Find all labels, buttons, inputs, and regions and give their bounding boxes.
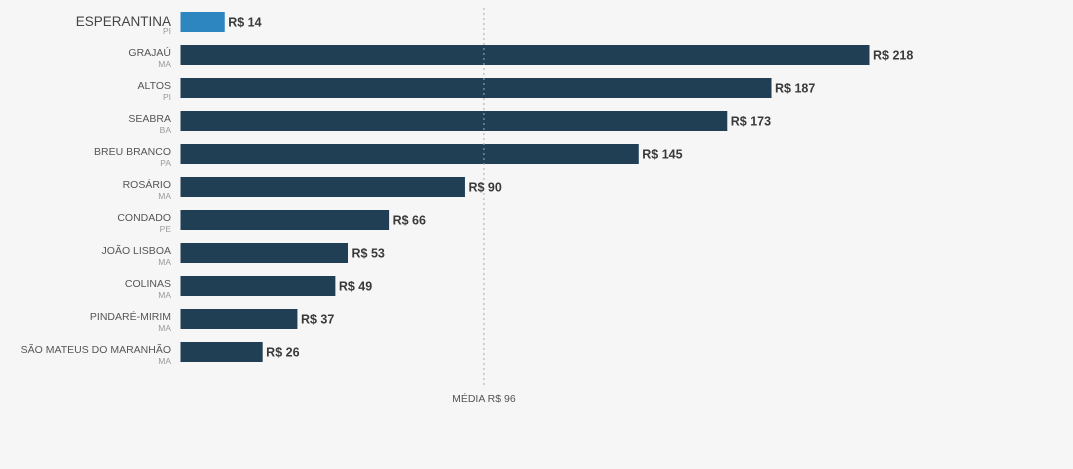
value-label-pindare-mirim: R$ 37: [301, 313, 334, 327]
state-label-esperantina: PI: [163, 26, 171, 36]
category-label-joao-lisboa: JOÃO LISBOA: [102, 244, 171, 257]
category-label-pindare-mirim: PINDARÉ-MIRIM: [90, 310, 171, 323]
bar-sao-mateus-do-maranhao: [180, 342, 263, 362]
value-label-altos: R$ 187: [775, 82, 815, 96]
value-label-grajau: R$ 218: [873, 49, 913, 63]
bar-pindare-mirim: [180, 309, 298, 329]
state-label-grajau: MA: [158, 59, 171, 69]
average-label: MÉDIA R$ 96: [452, 392, 516, 405]
state-label-rosario: MA: [158, 191, 171, 201]
bar-esperantina: [180, 12, 225, 32]
state-label-altos: PI: [163, 92, 171, 102]
value-label-rosario: R$ 90: [468, 181, 501, 195]
category-label-altos: ALTOS: [138, 80, 171, 92]
category-label-grajau: GRAJAÚ: [128, 46, 171, 59]
value-label-condado: R$ 66: [393, 214, 426, 228]
bar-altos: [180, 78, 772, 98]
state-label-breu-branco: PA: [160, 158, 171, 168]
state-label-joao-lisboa: MA: [158, 257, 171, 267]
state-label-condado: PE: [160, 224, 172, 234]
category-label-sao-mateus-do-maranhao: SÃO MATEUS DO MARANHÃO: [21, 343, 171, 356]
bar-colinas: [180, 276, 336, 296]
state-label-pindare-mirim: MA: [158, 323, 171, 333]
category-label-condado: CONDADO: [117, 212, 171, 224]
value-label-esperantina: R$ 14: [228, 16, 261, 30]
bar-seabra: [180, 111, 728, 131]
state-label-seabra: BA: [160, 125, 172, 135]
bar-rosario: [180, 177, 465, 197]
category-label-rosario: ROSÁRIO: [123, 178, 171, 191]
state-label-sao-mateus-do-maranhao: MA: [158, 356, 171, 366]
value-label-joao-lisboa: R$ 53: [352, 247, 385, 261]
category-label-breu-branco: BREU BRANCO: [94, 146, 171, 158]
value-label-sao-mateus-do-maranhao: R$ 26: [266, 346, 299, 360]
state-label-colinas: MA: [158, 290, 171, 300]
category-label-colinas: COLINAS: [125, 278, 171, 290]
value-label-breu-branco: R$ 145: [642, 148, 682, 162]
bar-breu-branco: [180, 144, 639, 164]
bar-grajau: [180, 45, 870, 65]
category-label-seabra: SEABRA: [128, 113, 171, 125]
bar-condado: [180, 210, 390, 230]
value-label-colinas: R$ 49: [339, 280, 372, 294]
value-label-seabra: R$ 173: [731, 115, 771, 129]
bar-joao-lisboa: [180, 243, 349, 263]
category-label-esperantina: ESPERANTINA: [76, 14, 171, 29]
